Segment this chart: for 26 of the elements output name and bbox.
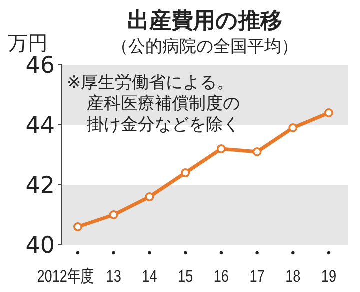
point [324,108,334,118]
x-tick-label: 17 [250,268,265,286]
annotation: ※厚生労働省による。 [67,73,234,93]
y-tick-label: 46 [26,53,55,79]
y-tick-label: 42 [26,173,55,199]
annotation: 産科医療補償制度の [87,94,240,114]
x-tick-label: 2012年度 [37,268,94,286]
x-tick-label: 19 [321,268,337,286]
point [109,210,118,220]
point [74,222,82,232]
x-tick-label: 14 [142,268,158,286]
point [216,144,226,154]
point [145,192,154,202]
x-tick-label: 18 [286,268,301,286]
annotation: 掛け金分などを除く [87,115,240,135]
y-tick-label: 40 [26,233,55,259]
y-axis-title: 万円 [8,31,48,55]
x-tick-label: 13 [106,268,122,286]
point [288,124,298,132]
point [181,168,190,178]
x-tick-label: 15 [178,268,194,286]
x-tick-label: 16 [214,268,229,286]
point [252,148,262,156]
chart-title: 出産費用の推移 [128,8,282,34]
chart-subtitle: （公的病院の全国平均） [112,37,298,57]
y-tick-label: 44 [26,113,55,139]
